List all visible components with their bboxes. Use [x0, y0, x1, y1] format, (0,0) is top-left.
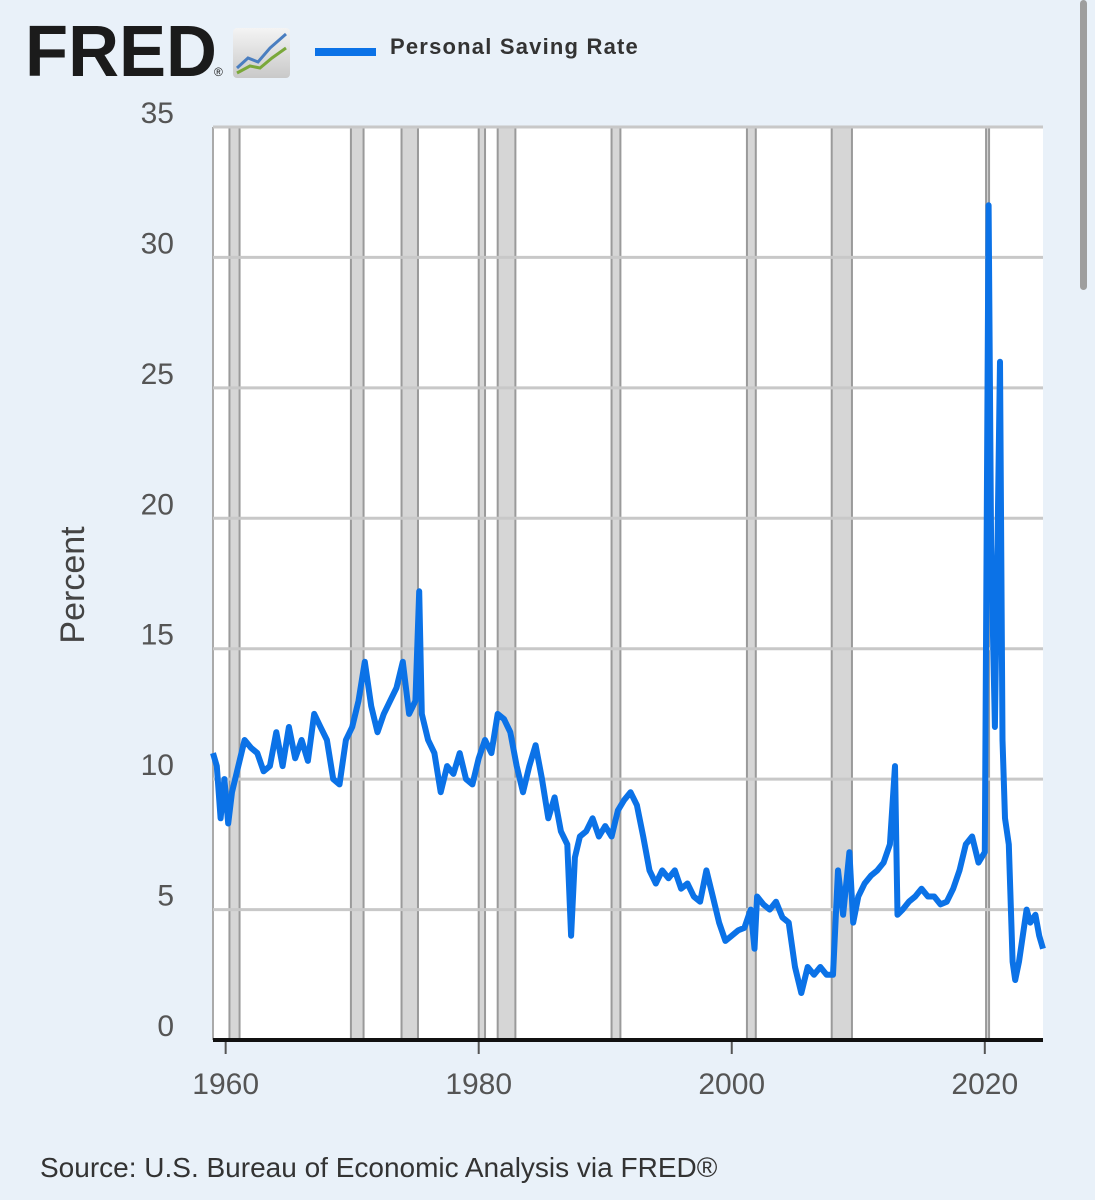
recession-band [349, 126, 365, 1041]
recession-band [228, 126, 241, 1041]
logo-mark: ® [214, 65, 223, 79]
y-tick-label: 0 [157, 1010, 174, 1043]
y-tick-label: 20 [141, 488, 174, 521]
logo-icon [233, 28, 290, 78]
series-line [210, 202, 1046, 996]
y-tick-label: 10 [141, 749, 174, 782]
x-tick-label: 1980 [445, 1068, 512, 1101]
y-tick-label: 15 [141, 619, 174, 652]
x-tick-label: 2020 [951, 1068, 1018, 1101]
y-tick-label: 30 [141, 227, 174, 260]
plot-area [213, 127, 1043, 1040]
recession-band [610, 126, 622, 1041]
x-tick-label: 1960 [192, 1068, 259, 1101]
legend-label: Personal Saving Rate [390, 34, 639, 59]
y-axis-label: Percent [54, 526, 92, 644]
recession-band [496, 126, 517, 1041]
recession-band [400, 126, 419, 1041]
scrollbar [1080, 0, 1087, 290]
x-tick-label: 2000 [698, 1068, 765, 1101]
source-note: Source: U.S. Bureau of Economic Analysis… [40, 1152, 718, 1183]
logo: FRED [25, 12, 217, 92]
recession-band [477, 126, 487, 1041]
y-tick-label: 25 [141, 358, 174, 391]
y-tick-label: 5 [157, 880, 174, 913]
y-tick-label: 35 [141, 97, 174, 130]
